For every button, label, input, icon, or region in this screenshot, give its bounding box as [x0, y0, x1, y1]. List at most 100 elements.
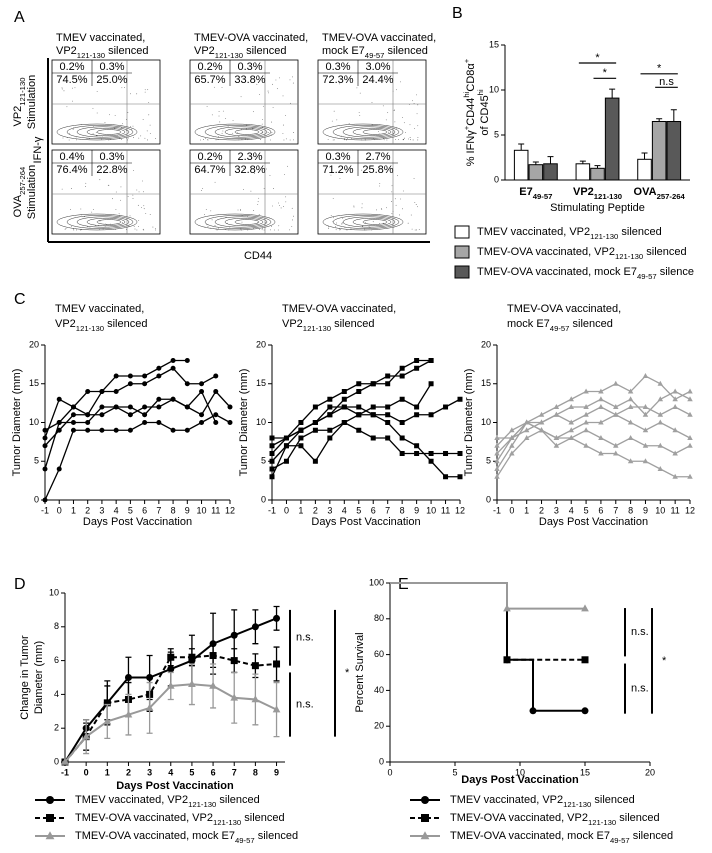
event-dot — [293, 215, 295, 217]
series-line — [497, 375, 691, 439]
event-dot — [292, 219, 293, 221]
marker — [568, 435, 574, 440]
event-dot — [204, 214, 205, 215]
marker — [494, 442, 500, 448]
marker — [581, 707, 589, 715]
event-dot — [333, 217, 334, 219]
marker — [312, 427, 318, 433]
x-tick-label: 5 — [128, 505, 133, 515]
x-tick-label: VP2121-130 — [573, 186, 622, 201]
significance-label: n.s. — [296, 698, 314, 710]
event-dot — [382, 105, 384, 107]
event-dot — [341, 222, 343, 224]
marker — [298, 435, 304, 441]
text-part: hi — [476, 89, 485, 95]
event-dot — [397, 175, 398, 177]
marker — [341, 396, 347, 402]
event-dot — [402, 208, 403, 210]
event-dot — [356, 87, 358, 89]
marker — [457, 474, 463, 480]
event-dot — [400, 81, 401, 83]
event-dot — [346, 139, 348, 141]
quadrant-percent: 71.2% — [322, 164, 353, 176]
marker — [298, 443, 304, 449]
event-dot — [394, 109, 395, 111]
event-dot — [112, 198, 113, 200]
event-dot — [246, 215, 248, 217]
marker — [184, 404, 190, 410]
event-dot — [88, 138, 90, 140]
event-dot — [335, 226, 336, 228]
event-dot — [72, 100, 73, 102]
event-dot — [293, 132, 294, 133]
density-contour — [76, 216, 130, 228]
y-tick-label: 2 — [54, 723, 59, 733]
y-tick-label: 20 — [256, 339, 266, 349]
event-dot — [99, 179, 101, 181]
event-dot — [149, 214, 151, 215]
event-dot — [200, 190, 202, 191]
quadrant-percent: 76.4% — [56, 164, 87, 176]
event-dot — [216, 229, 218, 231]
event-dot — [289, 229, 291, 231]
marker — [553, 435, 560, 440]
x-axis-label: Stimulating Peptide — [550, 202, 645, 214]
marker — [184, 381, 190, 387]
marker — [494, 473, 500, 479]
event-dot — [391, 213, 393, 215]
text-part: silenced — [331, 318, 374, 330]
event-dot — [96, 135, 98, 137]
event-dot — [265, 168, 267, 170]
x-tick-label: 7 — [232, 767, 237, 777]
text-part: TMEV vaccinated, VP2 — [450, 794, 563, 806]
marker — [113, 404, 119, 410]
event-dot — [261, 127, 263, 128]
legend-label: TMEV-OVA vaccinated, VP2121-130 silenced — [450, 812, 660, 827]
event-dot — [353, 206, 355, 208]
marker — [657, 396, 664, 402]
quadrant-percent: 3.0% — [365, 61, 390, 73]
x-tick-label: 0 — [284, 505, 289, 515]
event-dot — [270, 139, 271, 141]
event-dot — [338, 228, 340, 229]
row-label: OVA257-264 — [12, 166, 27, 217]
event-dot — [144, 89, 146, 91]
event-dot — [67, 137, 68, 138]
event-dot — [142, 180, 143, 182]
text-part: 121-130 — [18, 77, 27, 105]
event-dot — [364, 139, 366, 141]
y-tick-label: 60 — [374, 649, 384, 659]
marker — [56, 396, 62, 402]
event-dot — [335, 222, 337, 224]
marker — [568, 419, 574, 425]
panel-label: C — [14, 291, 26, 308]
text-part: + — [462, 125, 471, 130]
event-dot — [243, 189, 244, 190]
marker — [428, 412, 434, 418]
x-tick-label: E749-57 — [519, 186, 552, 201]
significance-label: n.s. — [296, 632, 314, 644]
text-part: silenced — [616, 812, 659, 824]
marker — [269, 443, 275, 449]
marker — [124, 710, 133, 718]
event-dot — [226, 222, 228, 224]
event-dot — [243, 167, 245, 169]
x-tick-label: 1 — [105, 767, 110, 777]
column-title: VP2121-130 silenced — [56, 45, 148, 60]
event-dot — [289, 139, 291, 141]
event-dot — [378, 133, 380, 135]
event-dot — [391, 185, 393, 187]
text-part: TMEV-OVA vaccinated, mock E7 — [477, 266, 637, 278]
column-title: mock E749-57 silenced — [322, 45, 428, 60]
marker — [166, 681, 175, 689]
legend-label: TMEV-OVA vaccinated, VP2121-130 silenced — [75, 812, 285, 827]
text-part: mock E7 — [322, 45, 365, 57]
x-tick-label: 9 — [274, 767, 279, 777]
event-dot — [336, 119, 338, 121]
marker — [657, 442, 664, 448]
event-dot — [240, 228, 242, 230]
event-dot — [152, 226, 154, 228]
event-dot — [339, 83, 341, 85]
text-part: 257-264 — [18, 166, 27, 195]
event-dot — [263, 229, 265, 231]
